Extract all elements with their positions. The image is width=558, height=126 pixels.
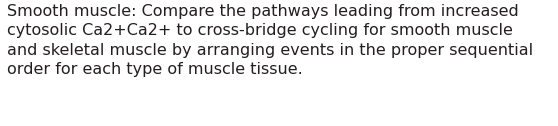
Text: Smooth muscle: Compare the pathways leading from increased
cytosolic Ca2+Ca2+ to: Smooth muscle: Compare the pathways lead… xyxy=(7,4,533,77)
